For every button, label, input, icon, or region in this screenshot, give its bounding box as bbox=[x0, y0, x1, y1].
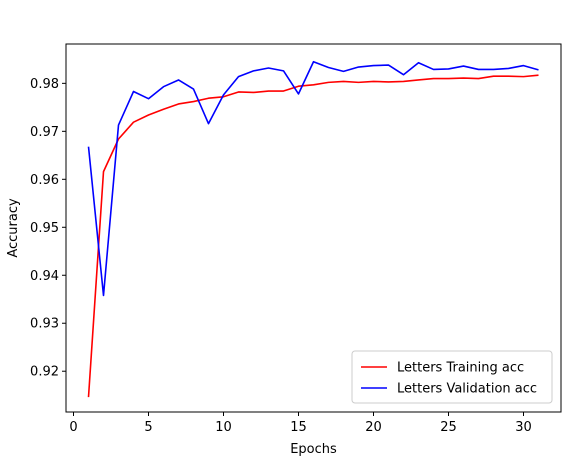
y-tick-label: 0.92 bbox=[30, 365, 59, 380]
y-axis: 0.92 0.93 0.94 0.95 0.96 0.97 0.98 bbox=[30, 77, 66, 380]
y-tick-label: 0.93 bbox=[30, 317, 59, 332]
x-tick-label: 25 bbox=[440, 420, 457, 435]
x-tick-label: 0 bbox=[69, 420, 77, 435]
x-tick-label: 15 bbox=[290, 420, 307, 435]
y-tick-label: 0.96 bbox=[30, 173, 59, 188]
legend-label-1: Letters Training acc bbox=[397, 361, 524, 376]
y-tick-label: 0.94 bbox=[30, 269, 59, 284]
y-tick-label: 0.97 bbox=[30, 125, 59, 140]
x-tick-label: 30 bbox=[515, 420, 532, 435]
series-line-2 bbox=[87, 60, 539, 297]
x-axis-label: Epochs bbox=[290, 442, 337, 457]
y-tick-label: 0.98 bbox=[30, 77, 59, 92]
plot-area bbox=[65, 43, 562, 413]
series-line-1 bbox=[87, 74, 539, 398]
x-tick-label: 10 bbox=[215, 420, 232, 435]
legend-label-2: Letters Validation acc bbox=[397, 382, 537, 397]
x-tick-label: 5 bbox=[144, 420, 152, 435]
x-tick-label: 20 bbox=[365, 420, 382, 435]
x-axis: 0 5 10 15 20 25 30 bbox=[69, 412, 532, 435]
legend-box bbox=[351, 350, 553, 404]
y-tick-label: 0.95 bbox=[30, 221, 59, 236]
plot-frame bbox=[65, 43, 562, 413]
legend: Letters Training acc Letters Validation a… bbox=[351, 350, 553, 404]
y-axis-label: Accuracy bbox=[6, 198, 21, 258]
